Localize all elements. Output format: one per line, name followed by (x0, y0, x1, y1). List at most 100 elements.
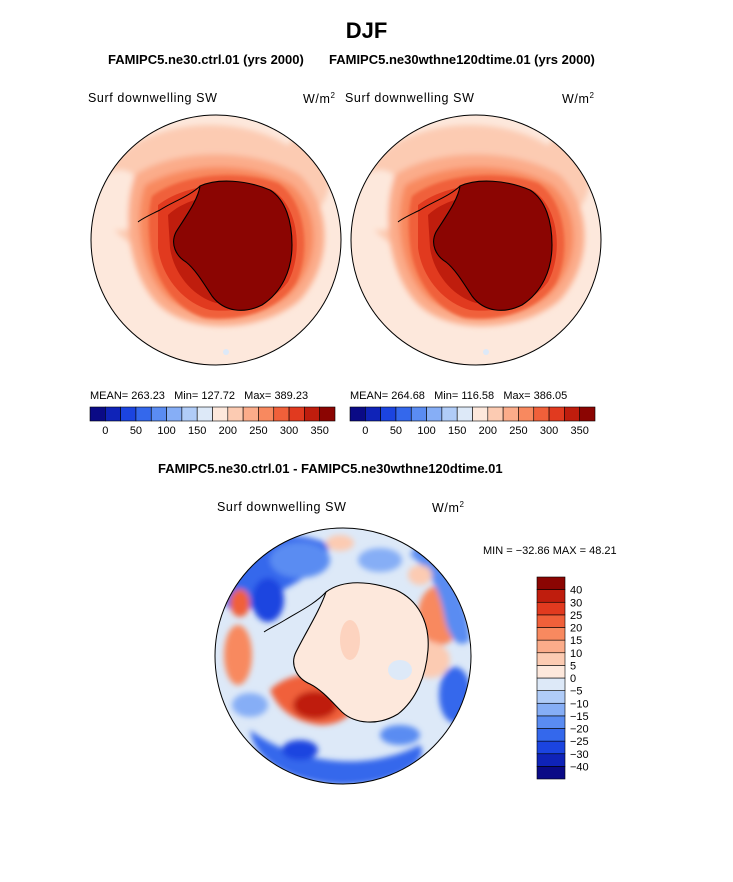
ctrl-colorbar-swatch-2 (120, 406, 137, 422)
diff-tick-label: 0 (570, 673, 576, 685)
ctrl-colorbar-swatch-1 (105, 406, 121, 422)
test-colorbar-swatch-5 (426, 406, 443, 422)
test-colorbar-swatch-0 (349, 406, 366, 422)
test-colorbar-tick-label: 0 (362, 425, 368, 437)
ctrl-colorbar-swatch-7 (196, 406, 213, 422)
diff-colorbar-swatch-10 (536, 639, 566, 654)
map-ctrl (90, 114, 342, 366)
ctrl-colorbar-swatch-13 (288, 406, 305, 422)
diff-colorbar-swatch-4 (536, 715, 566, 729)
diff-units-label: W/m2 (432, 500, 465, 516)
diff-colorbar-swatch-0 (536, 766, 566, 780)
diff-variable-label: Surf downwelling SW (217, 500, 347, 514)
test-colorbar-swatch-15 (579, 406, 596, 422)
diff-tick-label: 30 (570, 597, 582, 609)
test-colorbar-swatch-2 (380, 406, 397, 422)
ctrl-colorbar-tick-label: 100 (157, 425, 175, 437)
ctrl-colorbar-swatch-9 (227, 406, 244, 422)
diff-tick-label: −10 (570, 698, 589, 710)
ctrl-colorbar-swatch-8 (212, 406, 229, 422)
diff-min: −32.86 (515, 545, 550, 557)
diff-tick-label: 5 (570, 660, 576, 672)
test-colorbar-swatch-14 (564, 406, 580, 422)
ctrl-colorbar-swatch-0 (89, 406, 106, 422)
test-colorbar-swatch-9 (487, 406, 504, 422)
diff-colorbar-swatch-14 (536, 589, 566, 603)
test-colorbar-swatch-6 (441, 406, 458, 422)
diff-tick-label: 10 (570, 648, 582, 660)
diff-max: 48.21 (589, 545, 617, 557)
ctrl-colorbar-tick-label: 300 (280, 425, 298, 437)
ctrl-colorbar-tick-label: 200 (219, 425, 237, 437)
ctrl-colorbar-tick-label: 50 (130, 425, 142, 437)
left-mean: 263.23 (131, 390, 165, 402)
diff-colorbar-swatch-5 (536, 702, 566, 717)
diff-colorbar-swatch-2 (536, 740, 566, 755)
ctrl-colorbar-swatch-5 (166, 406, 183, 422)
test-colorbar-tick-label: 350 (571, 425, 589, 437)
map-test (350, 114, 602, 366)
test-colorbar-tick-label: 150 (448, 425, 466, 437)
diff-colorbar-swatch-15 (536, 576, 566, 590)
test-colorbar-swatch-3 (395, 406, 412, 422)
colorbar-ctrl: 0 50 100 150 200 250 300 350 (89, 406, 336, 437)
diff-colorbar-swatch-8 (536, 665, 566, 679)
right-stats: MEAN= 264.68 Min= 116.58 Max= 386.05 (350, 390, 568, 402)
ctrl-colorbar-swatch-11 (258, 406, 275, 422)
diff-tick-label: 40 (570, 585, 582, 597)
right-units-label: W/m2 (562, 91, 595, 107)
ctrl-colorbar-tick-label: 250 (249, 425, 267, 437)
right-case-title: FAMIPC5.ne30wthne120dtime.01 (yrs 2000) (329, 52, 595, 67)
diff-tick-label: −40 (570, 761, 589, 773)
test-colorbar-swatch-10 (502, 406, 519, 422)
ctrl-colorbar-swatch-6 (181, 406, 198, 422)
diff-tick-label: −20 (570, 724, 589, 736)
left-units-label: W/m2 (303, 91, 336, 107)
left-variable-label: Surf downwelling SW (88, 91, 218, 105)
ctrl-colorbar-tick-label: 150 (188, 425, 206, 437)
ctrl-colorbar-tick-label: 0 (102, 425, 108, 437)
right-min: 116.58 (461, 390, 495, 402)
ctrl-colorbar-tick-label: 350 (311, 425, 329, 437)
test-colorbar-swatch-12 (533, 406, 550, 422)
diff-tick-label: 15 (570, 635, 582, 647)
diff-tick-label: 25 (570, 610, 582, 622)
diff-colorbar-swatch-3 (536, 728, 566, 742)
ctrl-colorbar-swatch-3 (135, 406, 152, 422)
page-title: DJF (345, 18, 388, 43)
test-colorbar-tick-label: 200 (479, 425, 497, 437)
ctrl-colorbar-swatch-4 (150, 406, 167, 422)
test-colorbar-swatch-8 (472, 406, 489, 422)
diff-colorbar-swatch-1 (536, 753, 566, 767)
left-stats: MEAN= 263.23 Min= 127.72 Max= 389.23 (90, 390, 309, 402)
test-colorbar-swatch-11 (518, 406, 535, 422)
diff-colorbar-swatch-6 (536, 690, 566, 704)
ctrl-colorbar-swatch-14 (304, 406, 320, 422)
test-colorbar-swatch-7 (456, 406, 473, 422)
right-max: 386.05 (533, 390, 568, 402)
diff-colorbar-swatch-7 (536, 677, 566, 691)
right-variable-label: Surf downwelling SW (345, 91, 475, 105)
diff-colorbar-swatch-12 (536, 614, 566, 628)
left-min: 127.72 (201, 390, 235, 402)
colorbar-test: 0 50 100 150 200 250 300 350 (349, 406, 596, 437)
diff-tick-label: −5 (570, 686, 583, 698)
diff-tick-label: −30 (570, 749, 589, 761)
test-colorbar-tick-label: 100 (417, 425, 435, 437)
test-colorbar-tick-label: 300 (540, 425, 558, 437)
map-difference (214, 527, 472, 785)
test-colorbar-swatch-13 (548, 406, 565, 422)
test-colorbar-tick-label: 250 (509, 425, 527, 437)
ctrl-colorbar-swatch-12 (273, 406, 290, 422)
ctrl-colorbar-swatch-10 (242, 406, 259, 422)
diff-stats: MIN = −32.86 MAX = 48.21 (483, 545, 617, 557)
diff-tick-label: −25 (570, 736, 589, 748)
test-colorbar-tick-label: 50 (390, 425, 402, 437)
right-mean: 264.68 (391, 390, 425, 402)
diff-colorbar-swatch-11 (536, 627, 566, 641)
test-colorbar-swatch-4 (410, 406, 427, 422)
test-colorbar-swatch-1 (365, 406, 381, 422)
left-case-title: FAMIPC5.ne30.ctrl.01 (yrs 2000) (108, 52, 304, 67)
